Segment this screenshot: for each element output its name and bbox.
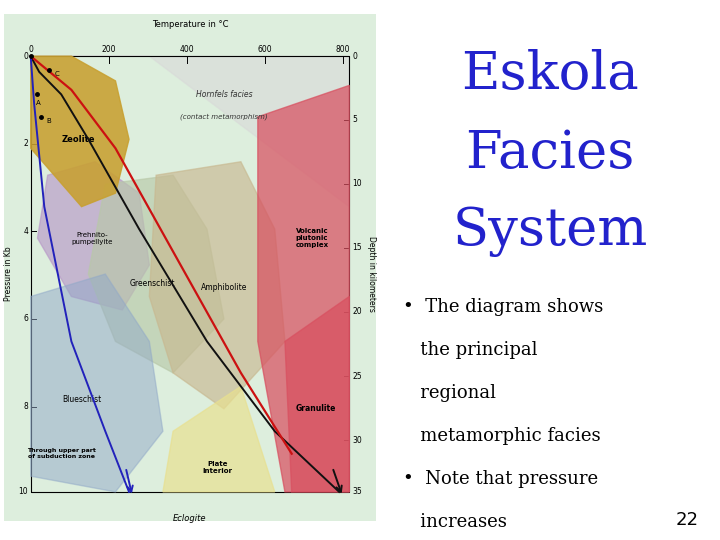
Text: Pressure in Kb: Pressure in Kb [4,247,13,301]
Text: Zeolite: Zeolite [61,135,95,144]
Text: increases: increases [403,514,508,531]
Polygon shape [258,85,349,492]
Text: C: C [55,71,59,77]
Text: Facies: Facies [465,127,634,179]
Text: Volcanic
plutonic
complex: Volcanic plutonic complex [295,228,328,248]
Text: the principal: the principal [403,341,538,359]
Text: 400: 400 [179,45,194,54]
Text: Hornfels facies: Hornfels facies [196,90,252,99]
Text: Eskola: Eskola [461,49,639,100]
Text: 10: 10 [19,488,28,496]
Text: 4: 4 [23,227,28,236]
Polygon shape [31,56,129,207]
Text: A: A [36,100,40,106]
Text: Plate
Interior: Plate Interior [202,461,232,474]
Text: 0: 0 [23,52,28,60]
Text: 22: 22 [675,511,698,529]
Text: 0: 0 [28,45,33,54]
Polygon shape [285,296,349,492]
Text: Blueschist: Blueschist [62,395,102,404]
Text: 2: 2 [23,139,28,148]
Text: 15: 15 [352,244,361,253]
Text: Temperature in °C: Temperature in °C [152,20,228,29]
Polygon shape [89,175,224,373]
Polygon shape [163,386,275,492]
Text: 8: 8 [23,402,28,411]
Text: 30: 30 [352,436,361,445]
Text: 5: 5 [352,116,357,124]
Text: 35: 35 [352,488,361,496]
Text: 20: 20 [352,307,361,316]
Text: Prehnito-
pumpellyite: Prehnito- pumpellyite [71,232,112,245]
Text: Eclogite: Eclogite [174,515,207,523]
Text: •  The diagram shows: • The diagram shows [403,298,604,316]
Text: 200: 200 [102,45,116,54]
Text: 800: 800 [336,45,350,54]
Text: 6: 6 [23,314,28,323]
Text: 10: 10 [352,179,361,188]
Text: regional: regional [403,384,497,402]
Polygon shape [31,274,163,492]
Text: B: B [46,118,50,124]
Text: Amphibolite: Amphibolite [201,283,247,292]
Polygon shape [31,56,349,207]
Text: Depth in kilometers: Depth in kilometers [367,236,376,312]
Polygon shape [37,162,149,310]
Text: Granulite: Granulite [295,404,336,413]
Text: (contact metamorphism): (contact metamorphism) [180,113,268,120]
Text: 25: 25 [352,372,361,381]
Polygon shape [149,162,285,409]
Text: Through upper part
of subduction zone: Through upper part of subduction zone [27,448,96,459]
Text: metamorphic facies: metamorphic facies [403,427,601,445]
Text: 0: 0 [352,52,357,60]
Text: •  Note that pressure: • Note that pressure [403,470,598,488]
Text: System: System [452,206,647,258]
Text: Greenschist: Greenschist [130,279,176,287]
Text: 600: 600 [257,45,272,54]
